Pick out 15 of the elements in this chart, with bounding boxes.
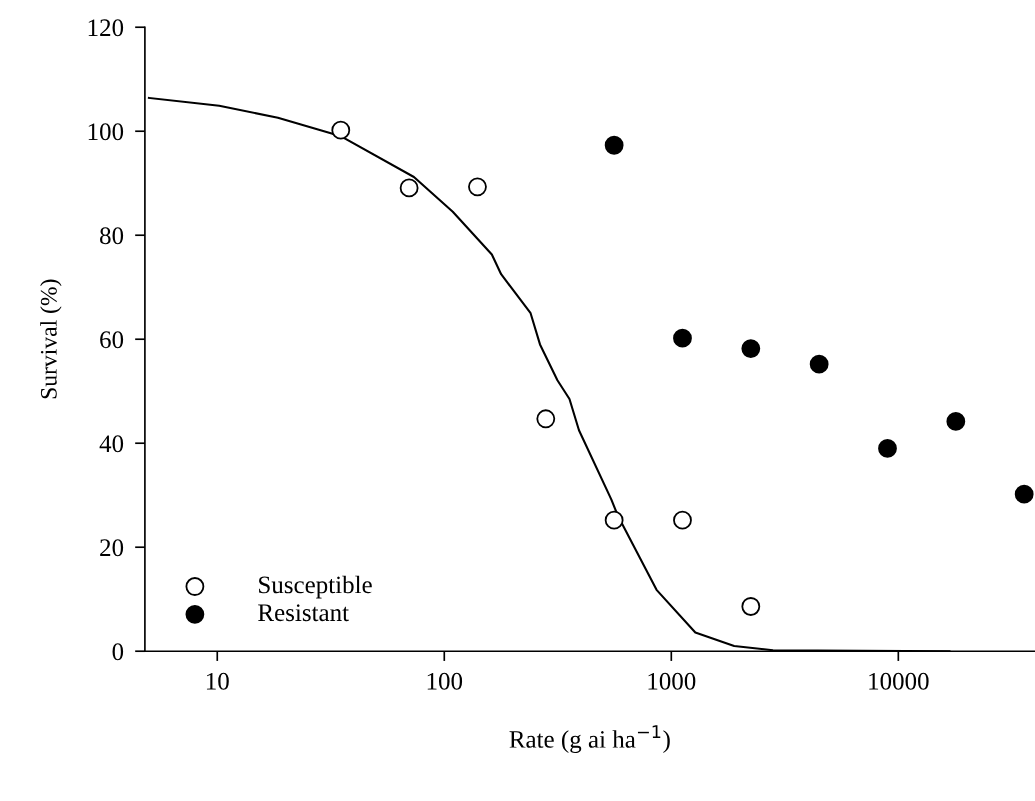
x-tick-label: 1000 [648,672,696,690]
x-tick-label: 100 [427,672,463,690]
x-tick-label: 10000 [869,672,929,690]
y-tick-label: 100 [88,123,124,141]
x-tick-label: 10 [206,672,229,690]
y-tick-label: 0 [112,643,124,661]
y-tick-label: 40 [99,435,124,453]
y-tick-label: 120 [88,19,124,37]
y-axis-title: Survival (%) [40,279,62,399]
y-tick-label: 20 [100,539,124,557]
x-axis-title: Rate (g ai ha$^{−1}$) [509,725,670,753]
legend-label: Susceptible [259,575,372,599]
legend-label: Resistant [258,604,349,622]
y-tick-label: 80 [100,227,124,245]
y-tick-label: 60 [100,331,124,349]
